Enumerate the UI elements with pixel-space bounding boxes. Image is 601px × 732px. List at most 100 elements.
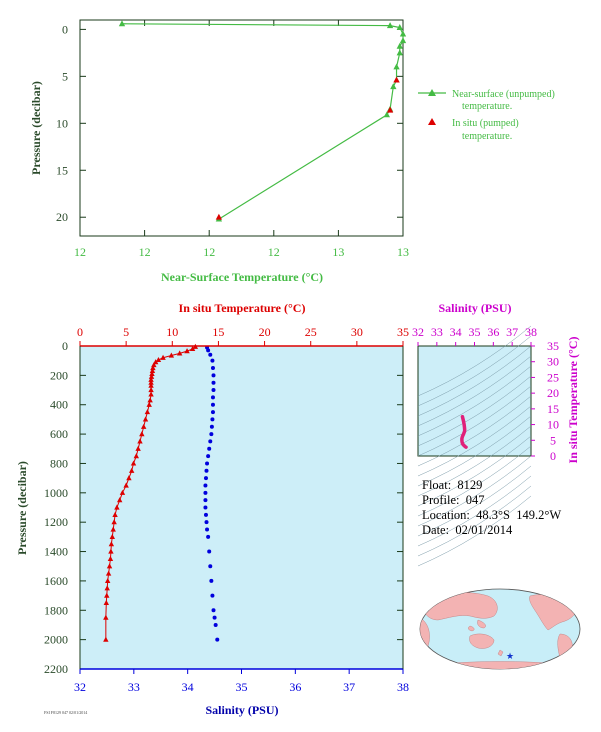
ts-x-tick-label: 34 xyxy=(450,325,462,339)
salinity-point xyxy=(211,388,216,393)
float-location-star: ★ xyxy=(506,651,514,661)
profile-sal-axis-label: Salinity (PSU) xyxy=(205,703,278,717)
legend-marker-near-surface xyxy=(428,89,436,96)
near-surface-point xyxy=(393,63,400,70)
density-contour xyxy=(417,445,532,517)
profile-y-tick-label: 600 xyxy=(50,427,68,441)
temperature-point xyxy=(148,379,154,385)
temp-tick-label: 35 xyxy=(397,325,409,339)
temperature-point xyxy=(112,511,118,517)
profile-y-axis-label: Pressure (decibar) xyxy=(15,461,29,555)
density-contour xyxy=(417,385,532,457)
top-y-tick-label: 10 xyxy=(56,116,68,130)
temperature-point xyxy=(189,345,196,352)
near-surface-point xyxy=(399,37,407,44)
temperature-point xyxy=(148,387,154,393)
near-surface-point xyxy=(396,42,403,49)
temperature-point xyxy=(106,563,113,569)
temperature-point xyxy=(150,365,156,371)
temperature-point xyxy=(160,354,166,360)
temperature-point xyxy=(126,475,132,481)
salinity-point xyxy=(210,358,215,363)
temperature-point xyxy=(110,526,116,532)
temperature-point xyxy=(144,409,151,415)
temperature-point xyxy=(137,438,143,444)
profile-y-tick-label: 1800 xyxy=(44,603,68,617)
profile-temp-axis-label: In situ Temperature (°C) xyxy=(179,301,306,315)
top-legend: Near-surface (unpumped) temperature. In … xyxy=(418,89,555,142)
top-x-tick-label: 13 xyxy=(332,245,344,259)
legend-in-situ-line2: temperature. xyxy=(462,131,512,142)
near-surface-point xyxy=(396,49,403,56)
float-info: Float: 8129 Profile: 047 Location: 48.3°… xyxy=(422,478,561,538)
salinity-point xyxy=(209,578,214,583)
temperature-point xyxy=(135,445,141,451)
temperature-point xyxy=(103,636,109,642)
profile-chart: 0200400600800100012001400160018002000220… xyxy=(15,301,409,717)
top-x-tick-label: 12 xyxy=(203,245,215,259)
temperature-point xyxy=(111,519,117,525)
temperature-point xyxy=(109,533,115,539)
profile-number: Profile: 047 xyxy=(422,493,485,507)
ts-y-tick-label: 25 xyxy=(547,370,559,384)
temperature-point xyxy=(130,460,137,466)
temperature-point xyxy=(155,356,162,363)
temperature-point xyxy=(148,391,154,397)
temperature-point xyxy=(128,467,135,473)
ts-x-tick-label: 38 xyxy=(525,325,537,339)
temperature-point xyxy=(140,423,147,429)
near-surface-point xyxy=(383,111,390,118)
profile-y-tick-label: 400 xyxy=(50,398,68,412)
salinity-point xyxy=(203,498,208,503)
temp-tick-label: 25 xyxy=(305,325,317,339)
temperature-point xyxy=(149,370,155,376)
footer-code: FSI F8129 047 02/01/2014 xyxy=(44,710,88,715)
near-surface-point xyxy=(386,22,394,29)
temperature-point xyxy=(104,577,111,584)
salinity-point xyxy=(203,490,208,495)
salinity-point xyxy=(210,395,215,400)
temp-tick-label: 5 xyxy=(123,325,129,339)
ts-y-tick-label: 10 xyxy=(547,418,559,432)
temperature-point xyxy=(176,350,183,356)
temperature-point xyxy=(103,599,110,606)
temperature-point xyxy=(103,614,109,620)
salinity-point xyxy=(208,564,213,569)
float-date: Date: 02/01/2014 xyxy=(422,523,513,537)
ts-y-tick-label: 35 xyxy=(547,339,559,353)
temperature-point xyxy=(104,585,110,591)
temperature-point xyxy=(114,504,120,510)
near-surface-point xyxy=(396,24,403,30)
salinity-point xyxy=(203,505,208,510)
salinity-point xyxy=(213,622,218,627)
ts-x-tick-label: 32 xyxy=(412,325,424,339)
salinity-point xyxy=(207,446,212,451)
top-y-axis-label: Pressure (decibar) xyxy=(29,81,43,175)
temperature-point xyxy=(133,453,139,459)
salinity-tick-label: 32 xyxy=(74,680,86,694)
temperature-point xyxy=(147,397,153,403)
profile-y-tick-label: 200 xyxy=(50,368,68,382)
temperature-point xyxy=(146,401,152,407)
top-x-tick-label: 13 xyxy=(397,245,409,259)
salinity-tick-label: 33 xyxy=(128,680,140,694)
in-situ-point xyxy=(393,76,400,83)
temperature-point xyxy=(152,359,159,365)
temperature-point xyxy=(108,541,115,547)
ts-y-axis-label: In situ Temperature (°C) xyxy=(566,337,580,464)
salinity-point xyxy=(211,608,216,613)
ts-y-tick-label: 0 xyxy=(550,449,556,463)
salinity-point xyxy=(210,417,215,422)
salinity-tick-label: 36 xyxy=(289,680,301,694)
temperature-point xyxy=(149,367,156,374)
near-surface-point xyxy=(390,83,397,90)
ts-x-tick-label: 33 xyxy=(431,325,443,339)
salinity-point xyxy=(207,549,212,554)
top-x-tick-label: 12 xyxy=(74,245,86,259)
density-contour xyxy=(417,395,532,467)
salinity-point xyxy=(205,527,210,532)
legend-near-surface-line2: temperature. xyxy=(462,101,512,112)
ts-x-tick-label: 35 xyxy=(469,325,481,339)
salinity-point xyxy=(206,534,211,539)
world-map: ★ xyxy=(419,588,581,670)
